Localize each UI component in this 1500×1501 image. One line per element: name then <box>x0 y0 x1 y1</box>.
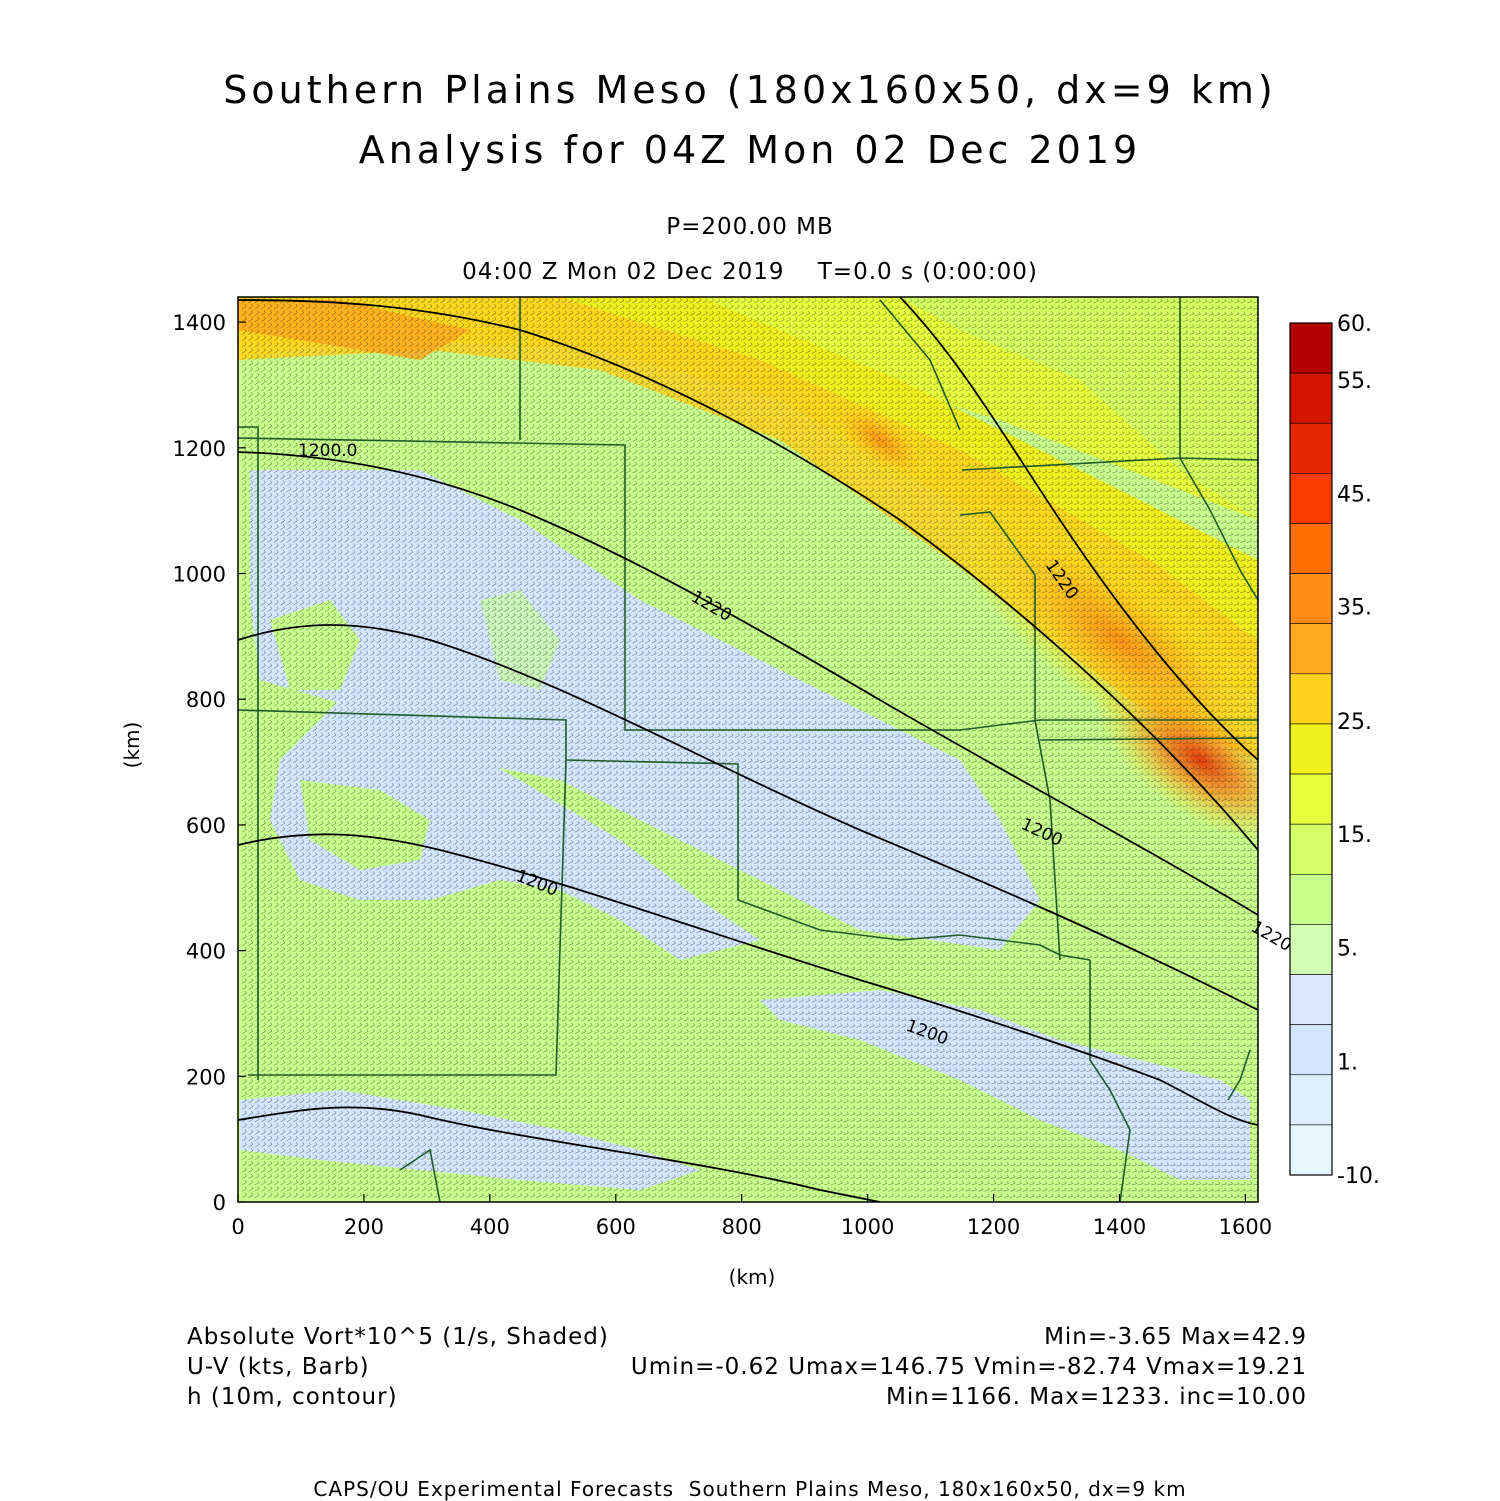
colorbar-swatch <box>1289 1024 1333 1076</box>
colorbar-swatch <box>1289 1124 1333 1176</box>
x-tick-label: 1200 <box>967 1215 1020 1239</box>
colorbar-swatch <box>1289 422 1333 474</box>
colorbar-label: 5. <box>1337 937 1358 962</box>
colorbar-swatch <box>1289 873 1333 925</box>
x-axis-label: (km) <box>729 1265 776 1289</box>
colorbar-label: 25. <box>1337 710 1372 735</box>
height-contours <box>238 297 1258 1202</box>
legend-field1-name: Absolute Vort*10^5 (1/s, Shaded) <box>187 1324 609 1350</box>
y-axis: 0 200 400 600 800 1000 1200 1400 <box>173 311 246 1215</box>
colorbar-swatch <box>1289 1074 1333 1126</box>
legend-field3-name: h (10m, contour) <box>187 1384 398 1410</box>
y-tick-label: 1200 <box>173 437 226 461</box>
colorbar-label: 55. <box>1337 369 1372 394</box>
legend-field1-stats: Min=-3.65 Max=42.9 <box>1044 1324 1307 1350</box>
y-tick-label: 1400 <box>173 311 226 335</box>
colorbar-swatch <box>1289 623 1333 675</box>
x-tick-label: 200 <box>344 1215 384 1239</box>
title-line-1: Southern Plains Meso (180x160x50, dx=9 k… <box>223 68 1277 112</box>
x-tick-label: 600 <box>596 1215 636 1239</box>
colorbar-label: 45. <box>1337 482 1372 507</box>
x-axis: 0 200 400 600 800 1000 1200 1400 1600 <box>231 1194 1272 1239</box>
colorbar-swatch <box>1289 523 1333 574</box>
colorbar: 60. 55. 45. 35. 25. 15. 5. 1. -10. <box>1289 312 1380 1189</box>
y-tick-label: 1000 <box>173 563 226 587</box>
colorbar-label: 1. <box>1337 1051 1358 1076</box>
colorbar-swatch <box>1289 974 1333 1025</box>
y-tick-label: 600 <box>186 814 226 838</box>
x-tick-label: 1000 <box>841 1215 894 1239</box>
colorbar-swatch <box>1289 673 1333 725</box>
legend-field3-stats: Min=1166. Max=1233. inc=10.00 <box>886 1384 1307 1410</box>
footer-credit: CAPS/OU Experimental Forecasts Southern … <box>313 1477 1187 1501</box>
colorbar-label: -10. <box>1337 1164 1380 1189</box>
colorbar-swatch <box>1289 823 1333 875</box>
plot-frame <box>237 296 1259 1203</box>
contour-label: 1200.0 <box>298 441 357 461</box>
colorbar-swatch <box>1289 473 1333 524</box>
x-tick-label: 1600 <box>1219 1215 1272 1239</box>
state-boundaries <box>238 297 1258 1202</box>
x-tick-label: 400 <box>470 1215 510 1239</box>
y-tick-label: 800 <box>186 688 226 712</box>
legend-field2-stats: Umin=-0.62 Umax=146.75 Vmin=-82.74 Vmax=… <box>630 1354 1307 1380</box>
y-tick-label: 400 <box>186 940 226 964</box>
colorbar-swatch <box>1289 723 1333 775</box>
pressure-level-label: P=200.00 MB <box>666 214 834 240</box>
colorbar-swatch <box>1289 924 1333 975</box>
legend-field2-name: U-V (kts, Barb) <box>187 1354 370 1380</box>
colorbar-label: 35. <box>1337 596 1372 621</box>
colorbar-swatch <box>1289 573 1333 625</box>
colorbar-swatch <box>1289 773 1333 825</box>
colorbar-swatch <box>1289 372 1333 424</box>
x-tick-label: 0 <box>231 1215 244 1239</box>
colorbar-swatch <box>1289 322 1333 374</box>
x-tick-label: 800 <box>722 1215 762 1239</box>
valid-time-label: 04:00 Z Mon 02 Dec 2019 T=0.0 s (0:00:00… <box>462 259 1038 285</box>
y-tick-label: 200 <box>186 1065 226 1089</box>
x-tick-label: 1400 <box>1093 1215 1146 1239</box>
colorbar-label: 15. <box>1337 823 1372 848</box>
title-line-2: Analysis for 04Z Mon 02 Dec 2019 <box>358 128 1142 172</box>
y-axis-label: (km) <box>120 722 144 769</box>
y-tick-label: 0 <box>213 1191 226 1215</box>
colorbar-label: 60. <box>1337 312 1372 337</box>
